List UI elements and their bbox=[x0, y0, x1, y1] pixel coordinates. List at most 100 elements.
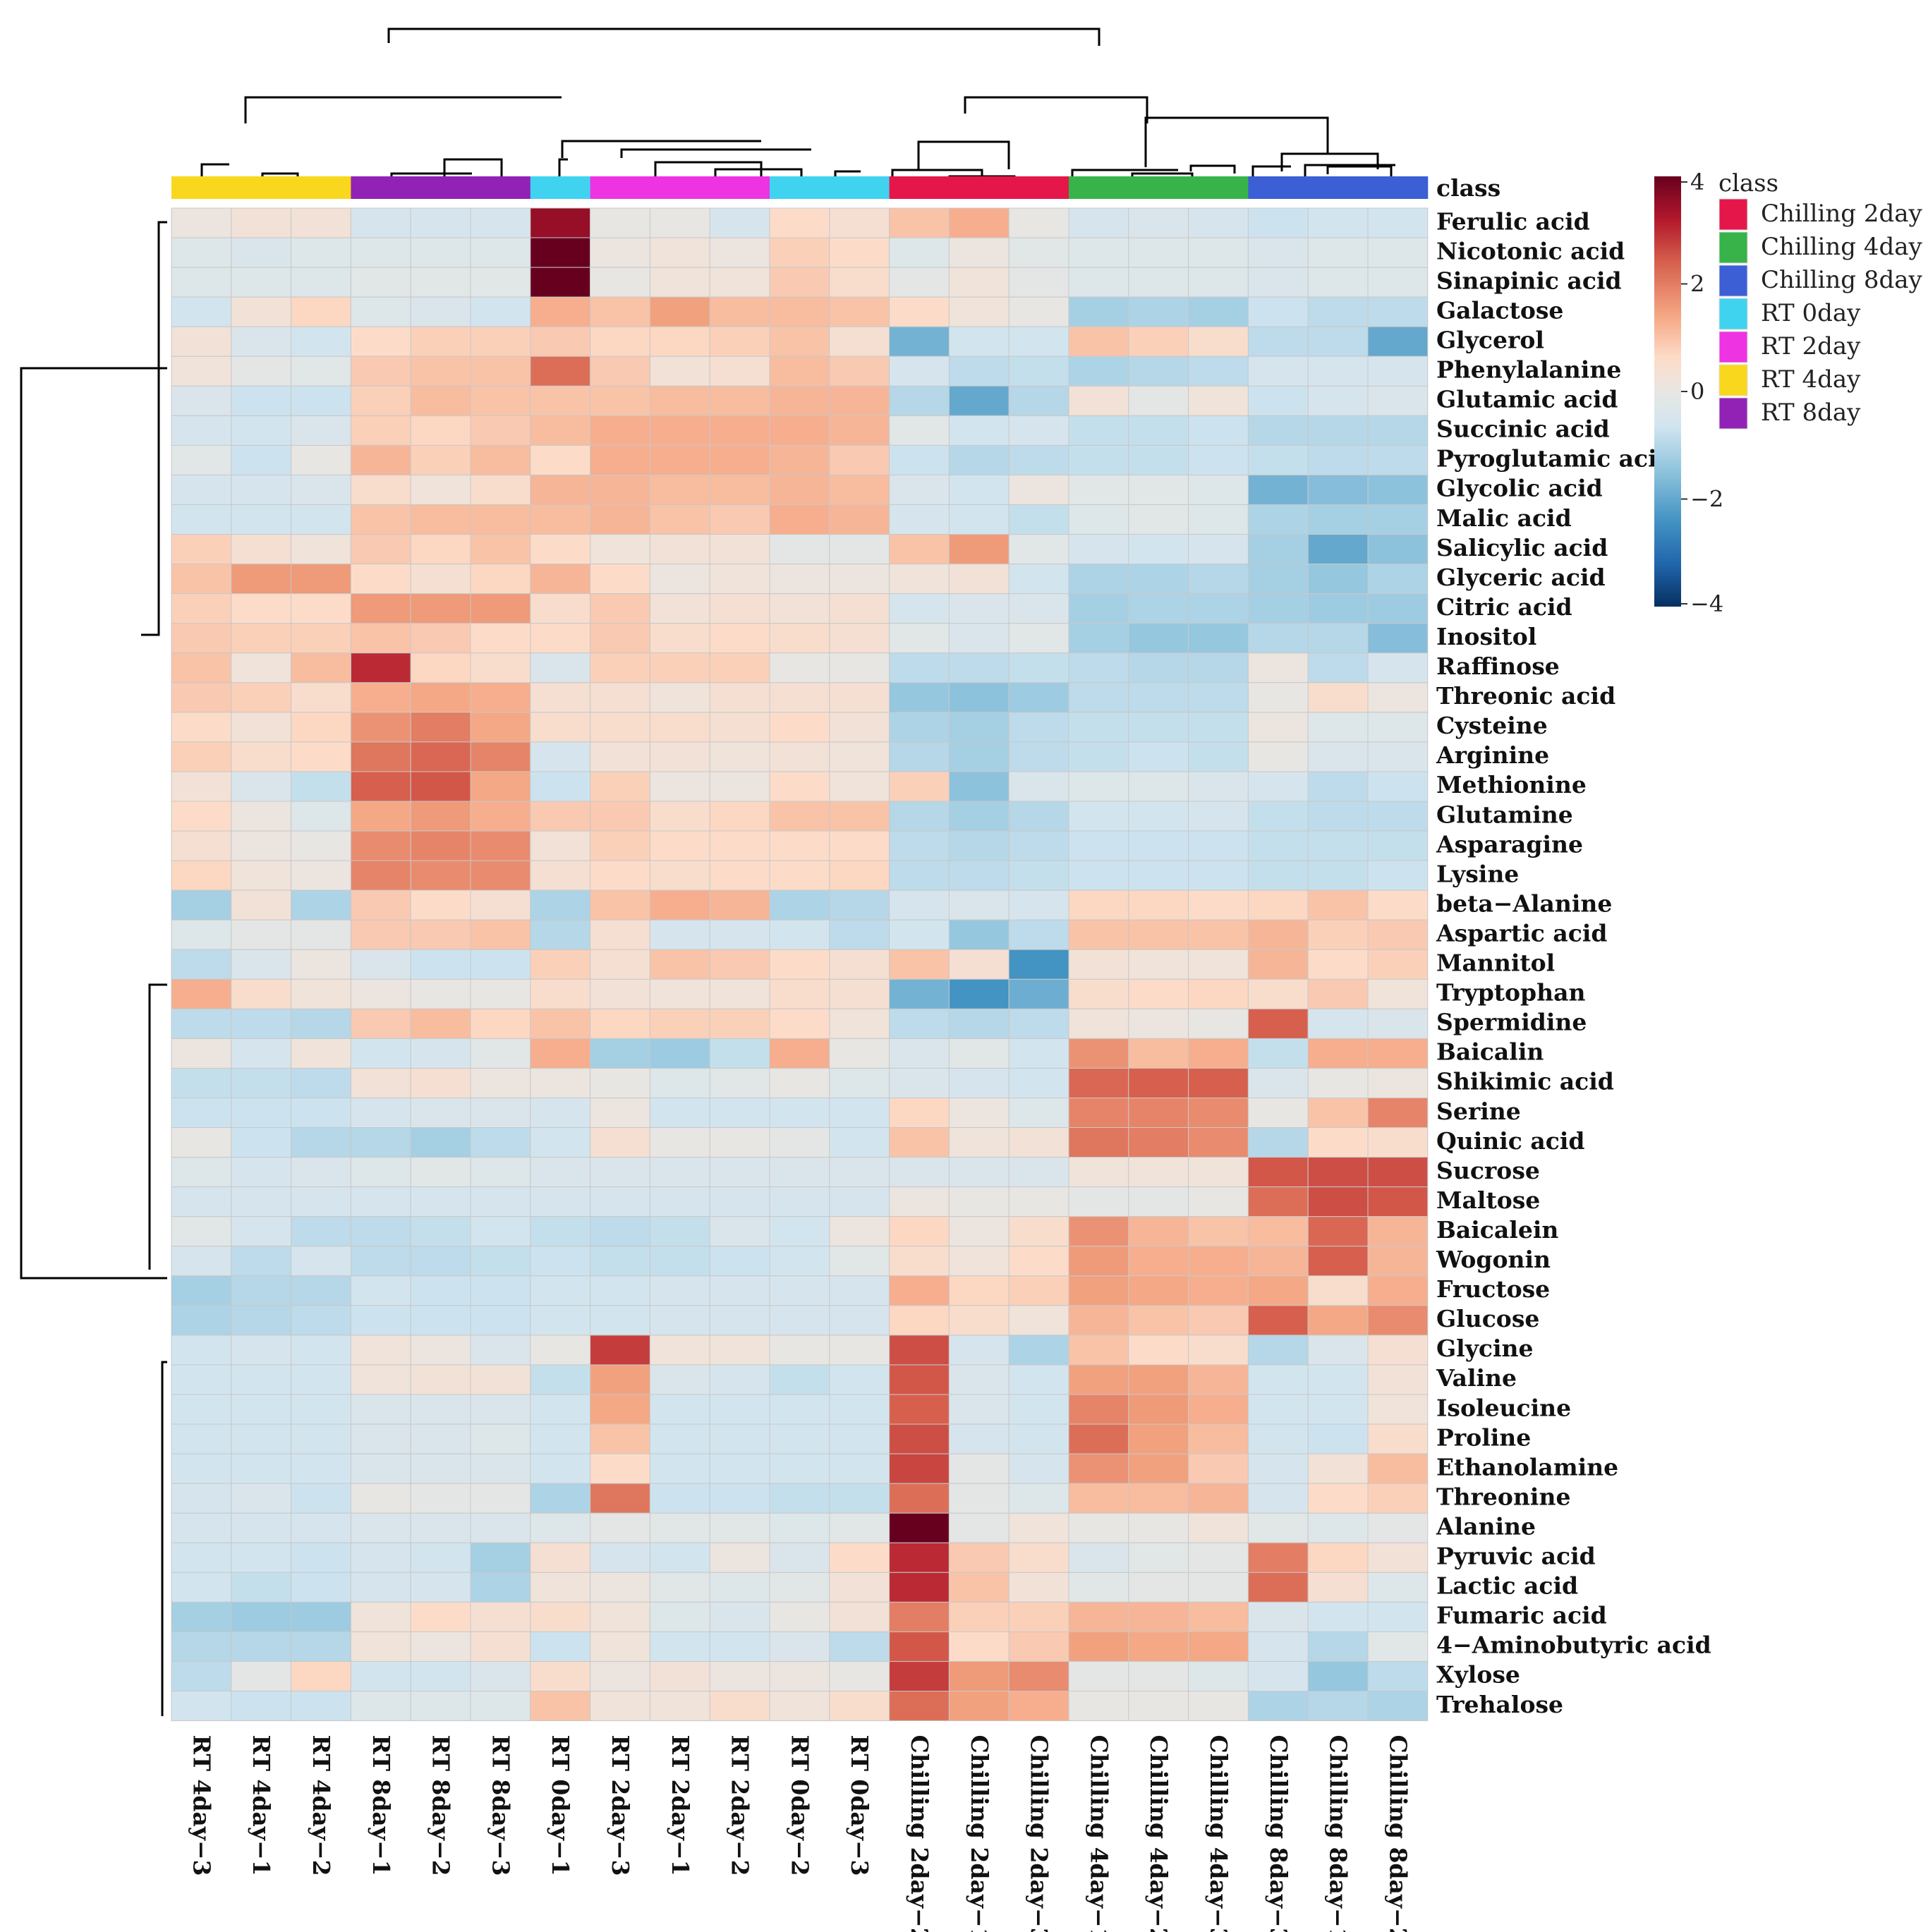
heatmap-cell bbox=[1068, 1453, 1129, 1484]
heatmap-cell bbox=[410, 1394, 471, 1425]
heatmap-cell bbox=[171, 1364, 232, 1395]
heatmap-cell bbox=[231, 1691, 292, 1722]
heatmap-cell bbox=[1307, 1186, 1369, 1217]
heatmap-cell bbox=[590, 1216, 650, 1247]
heatmap-cell bbox=[530, 1127, 591, 1158]
heatmap-cell bbox=[1367, 474, 1429, 506]
heatmap-cell bbox=[889, 1364, 950, 1395]
class-bar-cell bbox=[171, 176, 232, 199]
heatmap-cell bbox=[291, 801, 351, 832]
heatmap-cell bbox=[350, 504, 411, 535]
heatmap-cell bbox=[291, 1691, 351, 1722]
heatmap-cell bbox=[709, 1038, 770, 1069]
class-legend-swatch bbox=[1718, 397, 1748, 430]
heatmap-cell bbox=[649, 1601, 710, 1632]
heatmap-cell bbox=[709, 652, 770, 684]
heatmap-cell bbox=[590, 978, 650, 1009]
heatmap-cell bbox=[350, 1364, 411, 1395]
heatmap-cell bbox=[171, 1512, 232, 1543]
heatmap-cell bbox=[1188, 1186, 1249, 1217]
heatmap-cell bbox=[889, 830, 950, 861]
heatmap-cell bbox=[350, 415, 411, 446]
row-label: Sinapinic acid bbox=[1436, 267, 1622, 294]
heatmap-cell bbox=[769, 1127, 830, 1158]
heatmap-cell bbox=[948, 623, 1010, 654]
heatmap-cell bbox=[1247, 385, 1309, 416]
heatmap-cell bbox=[410, 1483, 471, 1514]
heatmap-cell bbox=[470, 623, 531, 654]
heatmap-cell bbox=[231, 1008, 292, 1039]
row-label: Aspartic acid bbox=[1436, 920, 1607, 947]
heatmap-cell bbox=[948, 1542, 1010, 1573]
heatmap-cell bbox=[470, 1038, 531, 1069]
heatmap-cell bbox=[829, 1067, 890, 1098]
heatmap-cell bbox=[1307, 860, 1369, 891]
heatmap-cell bbox=[291, 385, 351, 416]
heatmap-cell bbox=[530, 326, 591, 357]
heatmap-cell bbox=[1247, 623, 1309, 654]
heatmap-cell bbox=[350, 1691, 411, 1722]
heatmap-cell bbox=[1068, 682, 1129, 713]
heatmap-cell bbox=[470, 504, 531, 535]
heatmap-cell bbox=[649, 889, 710, 921]
heatmap-cell bbox=[530, 415, 591, 446]
heatmap-cell bbox=[769, 474, 830, 506]
heatmap-cell bbox=[1128, 889, 1189, 921]
row-label: Threonic acid bbox=[1436, 682, 1615, 710]
heatmap-cell bbox=[1247, 801, 1309, 832]
heatmap-cell bbox=[171, 1542, 232, 1573]
heatmap-cell bbox=[470, 830, 531, 861]
heatmap-cell bbox=[231, 207, 292, 238]
heatmap-cell bbox=[171, 385, 232, 416]
heatmap-cell bbox=[1008, 1631, 1069, 1662]
scale-tick-label: 2 bbox=[1690, 271, 1704, 298]
heatmap-cell bbox=[291, 534, 351, 565]
heatmap-cell bbox=[590, 267, 650, 298]
heatmap-cell bbox=[1008, 771, 1069, 802]
heatmap-cell bbox=[1367, 1186, 1429, 1217]
heatmap-cell bbox=[709, 741, 770, 772]
heatmap-cell bbox=[1128, 1038, 1189, 1069]
heatmap-cell bbox=[948, 1394, 1010, 1425]
heatmap-cell bbox=[889, 1512, 950, 1543]
heatmap-cell bbox=[829, 830, 890, 861]
heatmap-cell bbox=[829, 1098, 890, 1129]
class-bar-cell bbox=[949, 176, 1010, 199]
heatmap-cell bbox=[530, 1423, 591, 1454]
heatmap-cell bbox=[410, 296, 471, 327]
heatmap-cell bbox=[1247, 1660, 1309, 1691]
heatmap-cell bbox=[350, 801, 411, 832]
heatmap-cell bbox=[1307, 652, 1369, 684]
heatmap-cell bbox=[1367, 1542, 1429, 1573]
heatmap-cell bbox=[470, 889, 531, 921]
column-label: Chilling 8day−3 bbox=[1265, 1735, 1292, 1932]
heatmap-cell bbox=[1307, 1394, 1369, 1425]
heatmap-cell bbox=[171, 1246, 232, 1277]
heatmap-cell bbox=[829, 860, 890, 891]
heatmap-cell bbox=[709, 474, 770, 506]
heatmap-cell bbox=[470, 741, 531, 772]
heatmap-cell bbox=[291, 1186, 351, 1217]
heatmap-cell bbox=[530, 1691, 591, 1722]
class-bar-cell bbox=[1188, 176, 1249, 199]
heatmap-cell bbox=[948, 207, 1010, 238]
heatmap-cell bbox=[231, 889, 292, 921]
heatmap-cell bbox=[769, 1601, 830, 1632]
heatmap-cell bbox=[1128, 712, 1189, 743]
heatmap-cell bbox=[709, 830, 770, 861]
heatmap-cell bbox=[291, 1394, 351, 1425]
heatmap-cell bbox=[1367, 1691, 1429, 1722]
heatmap-cell bbox=[948, 1453, 1010, 1484]
heatmap-cell bbox=[171, 712, 232, 743]
heatmap-cell bbox=[530, 1483, 591, 1514]
heatmap-cell bbox=[1128, 1186, 1189, 1217]
heatmap-cell bbox=[1307, 1483, 1369, 1514]
heatmap-cell bbox=[709, 1008, 770, 1039]
heatmap-cell bbox=[1008, 801, 1069, 832]
heatmap-cell bbox=[410, 1691, 471, 1722]
heatmap-cell bbox=[171, 1157, 232, 1188]
heatmap-cell bbox=[291, 1216, 351, 1247]
heatmap-cell bbox=[709, 504, 770, 535]
class-bar-cell bbox=[1308, 176, 1369, 199]
